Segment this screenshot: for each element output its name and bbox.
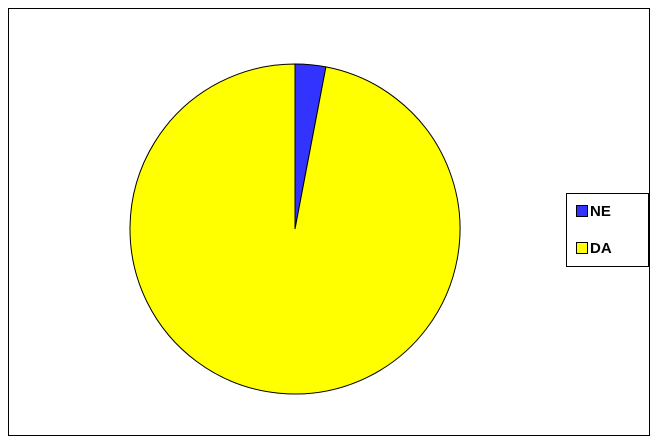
pie-slice (129, 63, 461, 395)
legend-label: DA (590, 240, 612, 257)
legend-swatch (576, 242, 588, 254)
legend-swatch (576, 205, 588, 217)
legend-label: NE (590, 203, 611, 220)
